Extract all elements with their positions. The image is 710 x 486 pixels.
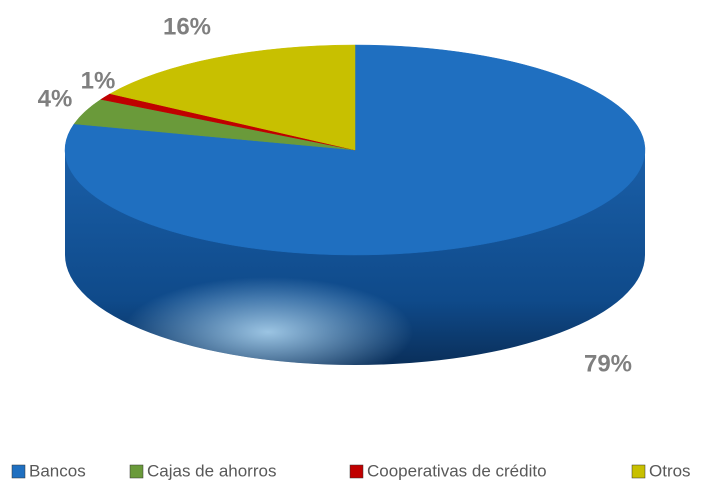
legend-swatch [11,464,26,479]
data-label: 4% [38,85,73,112]
pie-slice [64,44,646,256]
legend-label: Otros [649,461,691,480]
legend-swatch [349,464,364,479]
legend-label: Cooperativas de crédito [367,461,547,480]
legend-label: Cajas de ahorros [147,461,276,480]
data-label: 1% [81,67,116,94]
legend-swatch [631,464,646,479]
legend-label: Bancos [29,461,86,480]
data-label: 16% [163,13,211,40]
pie-slice [109,44,356,151]
legend-swatch [129,464,144,479]
data-label: 79% [584,350,632,377]
